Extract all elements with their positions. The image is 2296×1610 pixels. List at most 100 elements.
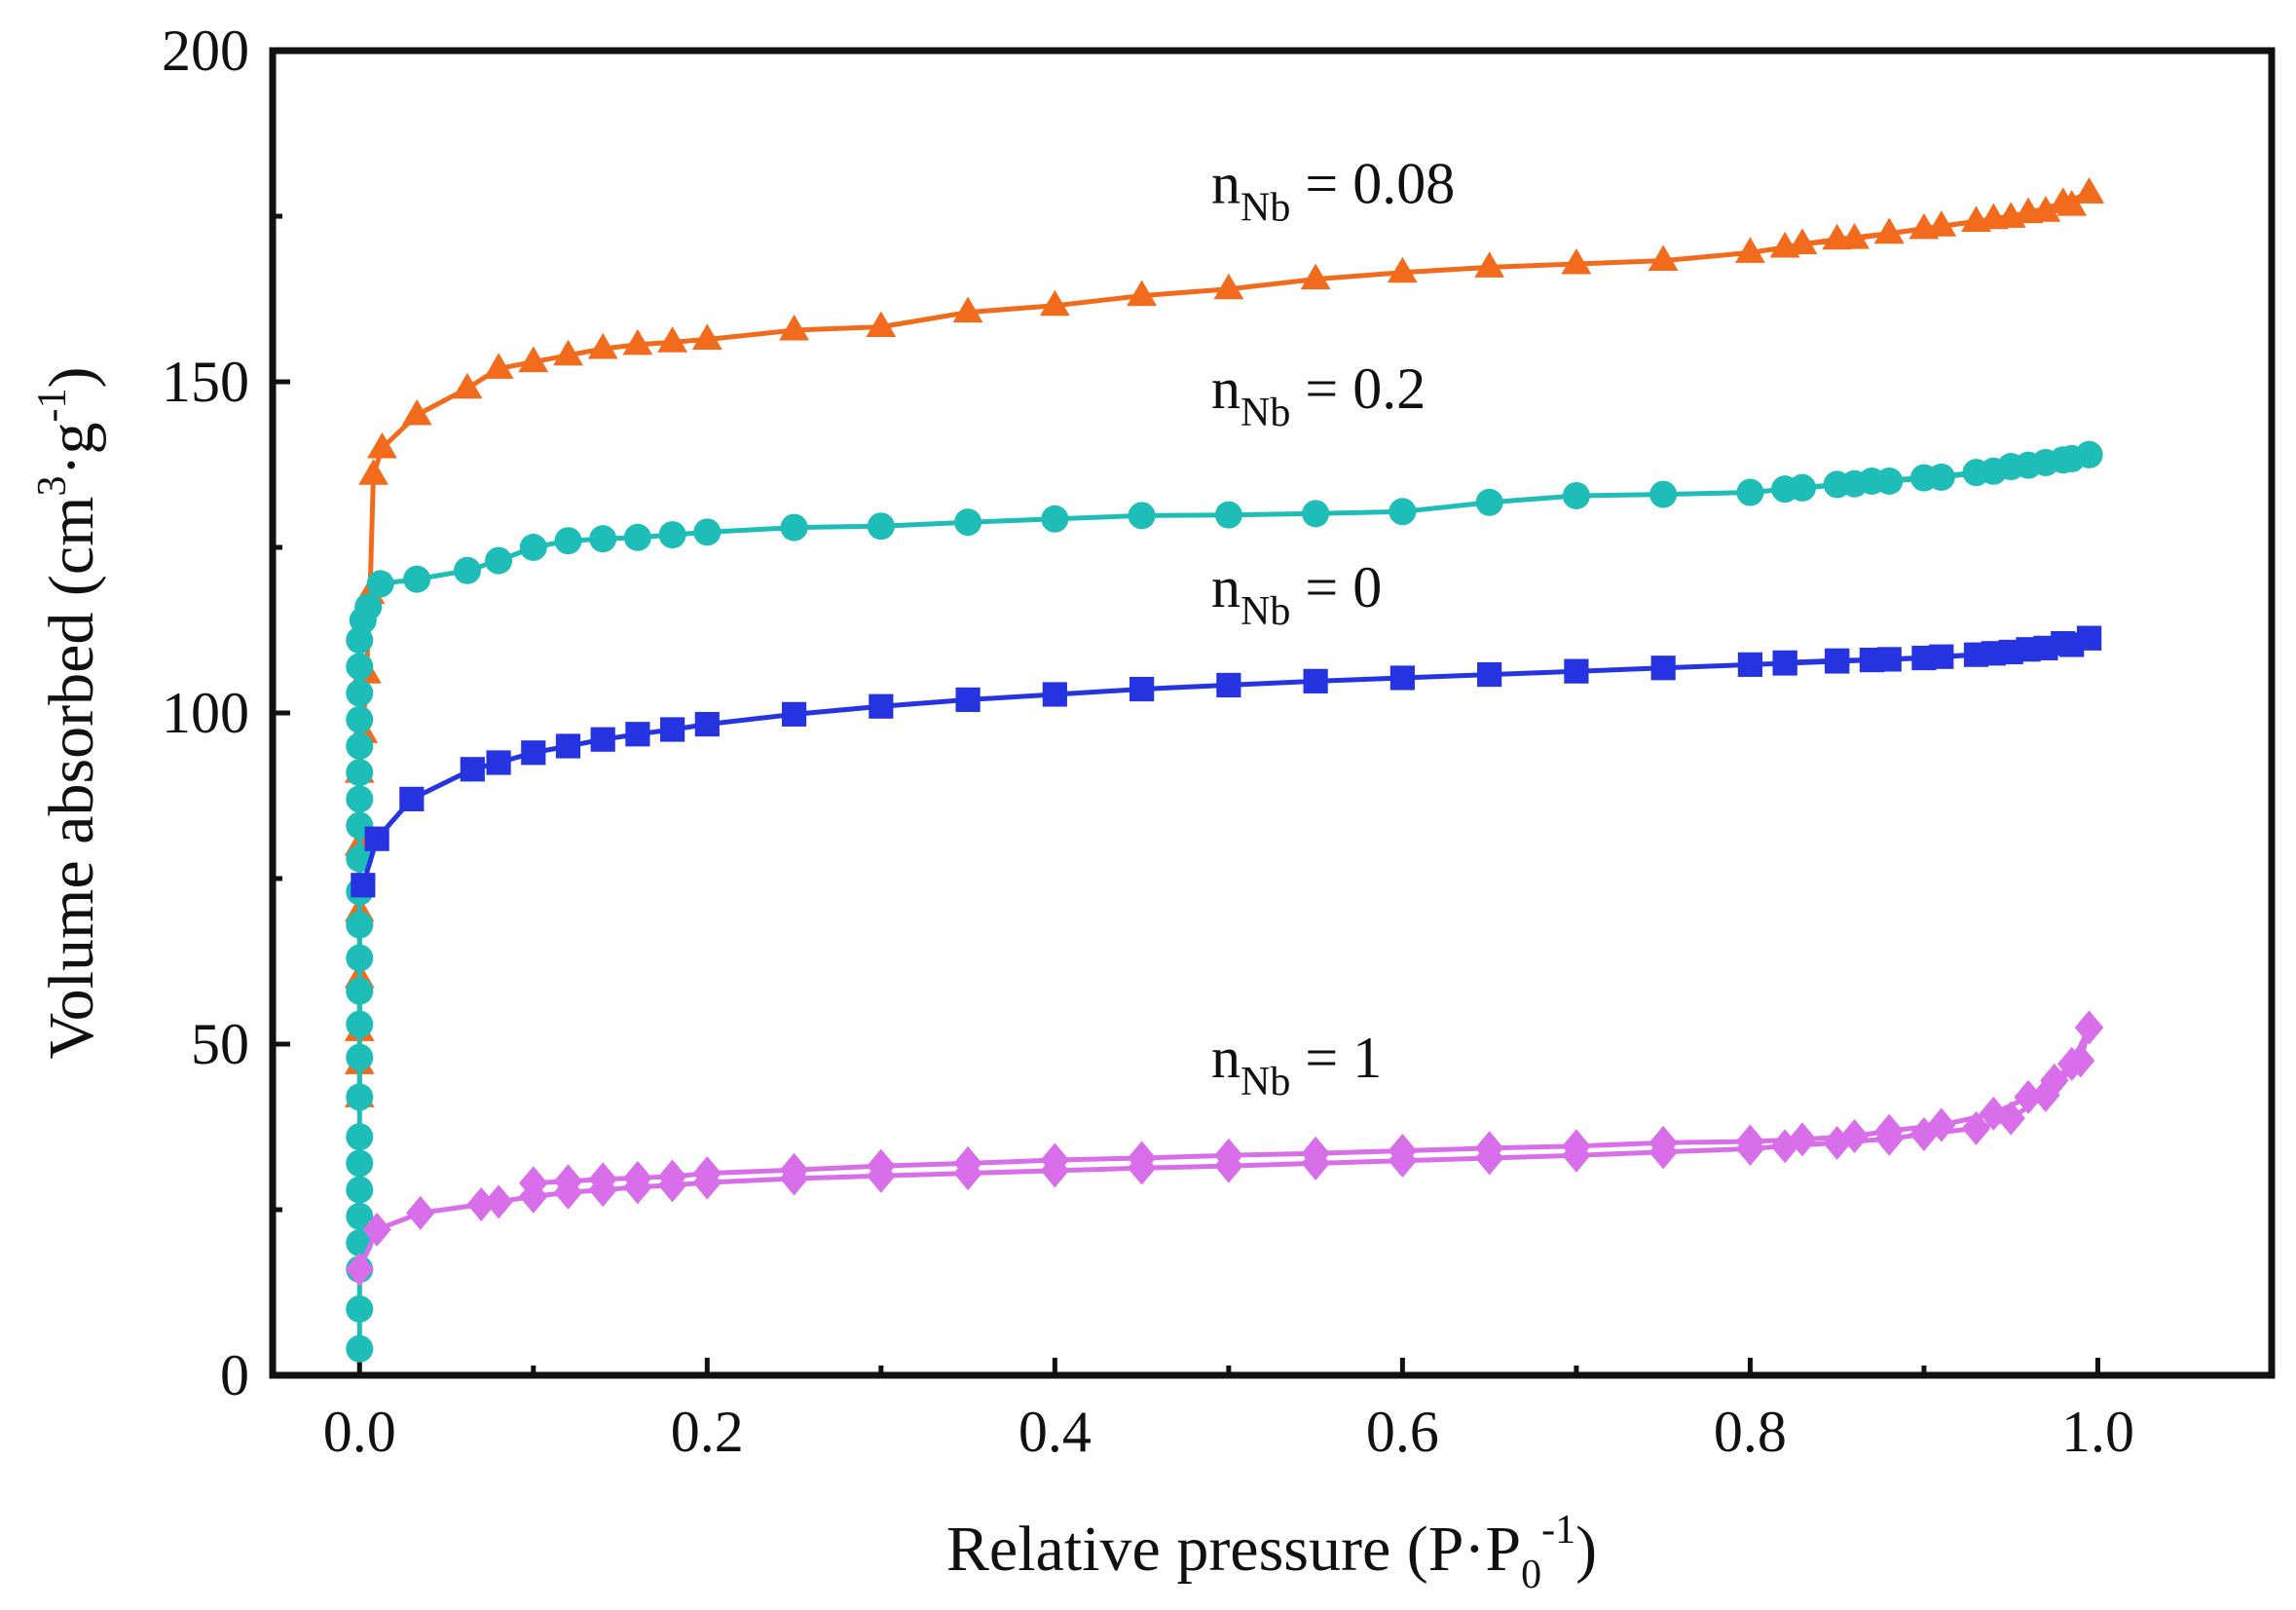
data-point [1214, 501, 1242, 529]
data-point [2074, 177, 2104, 204]
data-point [358, 459, 389, 485]
data-point [1980, 457, 2008, 485]
data-point [2040, 1063, 2069, 1098]
x-tick-label: 0.6 [1366, 1400, 1439, 1464]
series-0 [344, 177, 2104, 1107]
data-point [1874, 1113, 1904, 1148]
data-point [346, 1202, 374, 1230]
y-tick-label: 200 [162, 19, 249, 83]
data-point [484, 1184, 513, 1219]
data-point [553, 339, 583, 366]
data-point [1302, 500, 1330, 528]
data-point [518, 346, 549, 373]
data-point [555, 733, 581, 759]
data-point [366, 570, 394, 598]
data-point [1128, 502, 1156, 530]
data-point [554, 527, 582, 555]
data-point [346, 944, 374, 972]
data-point [590, 727, 615, 752]
series-label: nNb = 1 [1211, 1026, 1382, 1105]
data-point [623, 1160, 652, 1195]
data-point [460, 757, 485, 782]
data-point [346, 1083, 374, 1111]
data-point [691, 323, 722, 350]
data-point [1961, 1110, 1991, 1145]
data-point [1873, 217, 1905, 244]
data-point [2076, 625, 2102, 651]
x-tick-label: 0.8 [1714, 1400, 1787, 1464]
data-point [346, 679, 374, 707]
data-point [406, 1195, 435, 1230]
data-point [588, 1162, 617, 1197]
data-point [781, 701, 807, 727]
series-layer [344, 177, 2104, 1363]
data-point [1927, 463, 1955, 491]
data-point [367, 431, 397, 459]
data-point [345, 1252, 374, 1287]
data-point [1042, 682, 1067, 707]
data-point [693, 518, 722, 546]
data-point [346, 1149, 374, 1178]
data-point [1927, 1107, 1956, 1142]
data-point [351, 873, 376, 898]
data-point [1876, 647, 1902, 672]
data-point [2016, 637, 2041, 662]
data-point [346, 705, 374, 733]
data-point [1788, 473, 1816, 502]
data-point [483, 353, 514, 379]
data-point [1737, 652, 1763, 677]
series-label: nNb = 0 [1211, 555, 1382, 634]
data-point [1822, 223, 1853, 250]
data-point [779, 314, 809, 341]
data-point [1039, 289, 1070, 317]
data-point [2074, 1010, 2104, 1045]
data-point [1474, 1131, 1504, 1166]
data-point [1840, 469, 1869, 498]
y-axis-title: Volume absorbed (cm3·g-1) [30, 367, 107, 1060]
data-point [694, 711, 720, 737]
x-tick-label: 0.2 [671, 1400, 744, 1464]
data-point [1564, 658, 1589, 684]
data-point [1389, 498, 1417, 526]
data-point [1649, 480, 1678, 508]
data-point [1981, 641, 2006, 666]
data-point [346, 759, 374, 787]
data-point [1388, 1133, 1418, 1168]
data-point [346, 977, 374, 1005]
data-point [867, 512, 895, 541]
data-point [1735, 1124, 1765, 1159]
data-point [2051, 631, 2076, 656]
data-point [553, 1164, 583, 1199]
x-tick-label: 0.4 [1018, 1400, 1092, 1464]
data-point [2015, 451, 2043, 479]
data-point [2013, 197, 2044, 224]
data-point [1301, 1136, 1330, 1171]
series-line-adsorption [356, 191, 2092, 1098]
data-point [1839, 1119, 1870, 1154]
data-point [622, 328, 653, 356]
data-point [1387, 256, 1418, 283]
series-3 [345, 1010, 2104, 1287]
data-point [1040, 1142, 1070, 1178]
data-point [1772, 650, 1797, 675]
data-point [779, 1152, 809, 1187]
data-point [1736, 478, 1764, 506]
data-point [519, 534, 547, 561]
data-point [362, 1212, 391, 1247]
data-point [519, 1166, 548, 1201]
y-tick-label: 50 [191, 1012, 249, 1076]
data-point [346, 1334, 374, 1363]
data-point [1648, 1125, 1678, 1160]
data-point [466, 1187, 496, 1222]
series-line-adsorption [356, 452, 2091, 1349]
data-point [1788, 1122, 1817, 1157]
data-point [625, 722, 650, 747]
data-point [364, 826, 389, 851]
data-point [2057, 1046, 2087, 1081]
data-point [1787, 228, 1818, 255]
data-point [1979, 1096, 2009, 1131]
y-tick-label: 150 [162, 350, 249, 414]
data-point [2049, 446, 2077, 474]
data-point [1650, 655, 1676, 681]
x-tick-label: 1.0 [2061, 1400, 2134, 1464]
